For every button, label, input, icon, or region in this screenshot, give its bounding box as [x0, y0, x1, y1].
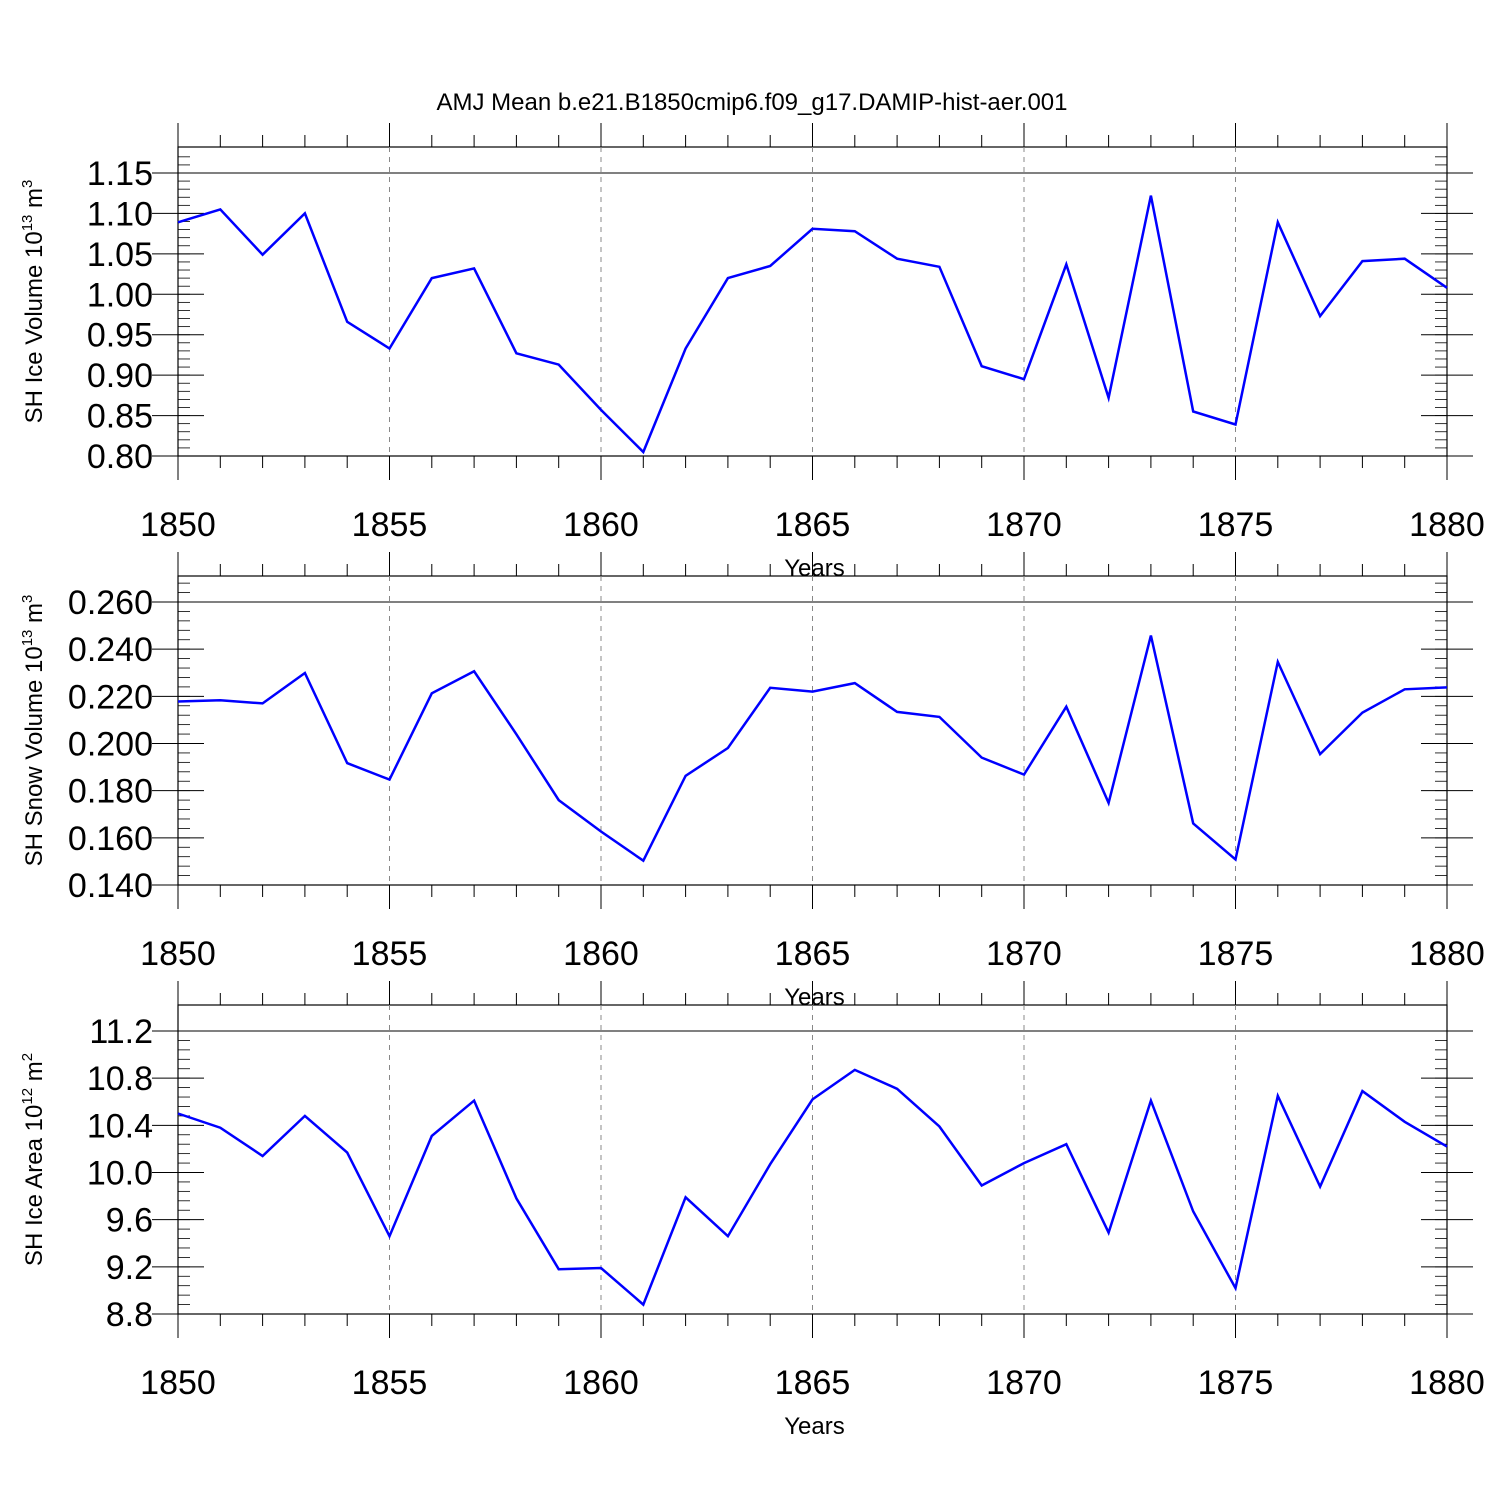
x-tick-label: 1880: [1409, 506, 1485, 544]
x-tick-label: 1865: [775, 506, 851, 544]
y-axis-title-unit: m: [21, 1061, 48, 1088]
y-axis-title-main: SH Snow Volume 10: [21, 646, 48, 866]
x-tick-label: 1860: [563, 506, 639, 544]
x-tick-label: 1865: [775, 1364, 851, 1402]
x-tick-label: 1875: [1198, 935, 1274, 973]
y-axis-title-unit-exponent: 3: [19, 595, 36, 603]
x-tick-label: 1870: [986, 935, 1062, 973]
y-tick-label: 0.180: [68, 773, 153, 811]
y-tick-label: 10.4: [87, 1107, 153, 1145]
y-tick-label: 10.0: [87, 1155, 153, 1193]
x-tick-label: 1870: [986, 1364, 1062, 1402]
y-tick-label: 0.85: [87, 398, 153, 436]
x-tick-label: 1880: [1409, 1364, 1485, 1402]
chart-title: AMJ Mean b.e21.B1850cmip6.f09_g17.DAMIP-…: [436, 89, 1067, 116]
y-tick-label: 0.160: [68, 820, 153, 858]
panel-3: 1850 1855 1860 1865 1870 1875 1880 Years 8.8 9.2 9…: [19, 981, 1485, 1440]
y-tick-label: 11.2: [89, 1013, 153, 1051]
y-axis-title: SH Snow Volume 1013 m3: [19, 595, 48, 867]
y-tick-label: 0.260: [68, 584, 153, 622]
y-axis-title-unit: m: [21, 603, 48, 630]
x-tick-label: 1875: [1198, 506, 1274, 544]
y-axis-title-exponent: 12: [19, 1088, 36, 1105]
panel-2: 1850 1855 1860 1865 1870 1875 1880 Years 0.140 0.…: [19, 552, 1485, 1011]
y-axis-title-unit-exponent: 3: [19, 180, 36, 188]
y-tick-label: 0.200: [68, 726, 153, 764]
y-tick-label: 9.6: [106, 1202, 153, 1240]
y-axis-title-exponent: 13: [19, 215, 36, 232]
y-axis-title: SH Ice Volume 1013 m3: [19, 180, 48, 424]
x-tick-label: 1850: [140, 506, 216, 544]
y-tick-label: 1.15: [87, 155, 153, 193]
y-tick-label: 0.80: [87, 438, 153, 476]
x-tick-label: 1865: [775, 935, 851, 973]
y-tick-label: 0.220: [68, 678, 153, 716]
y-axis-title-unit-exponent: 2: [19, 1053, 36, 1061]
y-axis-title: SH Ice Area 1012 m2: [19, 1053, 48, 1266]
y-tick-label: 0.90: [87, 357, 153, 395]
x-axis-title: Years: [784, 555, 845, 582]
y-axis-title-exponent: 13: [19, 630, 36, 647]
x-tick-label: 1860: [563, 935, 639, 973]
series-line: [177, 195, 1448, 455]
x-axis-title: Years: [784, 984, 845, 1011]
x-tick-label: 1880: [1409, 935, 1485, 973]
x-tick-label: 1850: [140, 1364, 216, 1402]
x-tick-label: 1855: [352, 1364, 428, 1402]
series-line: [177, 1068, 1448, 1307]
y-axis-title-unit: m: [21, 188, 48, 215]
y-tick-label: 8.8: [106, 1296, 153, 1334]
y-tick-label: 1.00: [87, 276, 153, 314]
y-tick-label: 0.140: [68, 867, 153, 905]
x-tick-label: 1860: [563, 1364, 639, 1402]
panel-1: 1850 1855 1860 1865 1870 1875 1880 Years 0.800.8…: [19, 123, 1485, 582]
x-tick-label: 1850: [140, 935, 216, 973]
y-tick-label: 10.8: [87, 1060, 153, 1098]
x-tick-label: 1875: [1198, 1364, 1274, 1402]
y-tick-label: 1.10: [87, 195, 153, 233]
y-axis-title-main: SH Ice Volume 10: [21, 231, 48, 423]
x-tick-label: 1855: [352, 935, 428, 973]
x-tick-label: 1855: [352, 506, 428, 544]
series-line: [177, 635, 1448, 863]
y-axis-title-main: SH Ice Area 10: [21, 1105, 48, 1266]
x-axis-title: Years: [784, 1413, 845, 1440]
y-tick-label: 0.95: [87, 317, 153, 355]
y-tick-label: 0.240: [68, 631, 153, 669]
x-tick-label: 1870: [986, 506, 1062, 544]
y-tick-label: 9.2: [106, 1249, 153, 1287]
y-tick-label: 1.05: [87, 236, 153, 274]
